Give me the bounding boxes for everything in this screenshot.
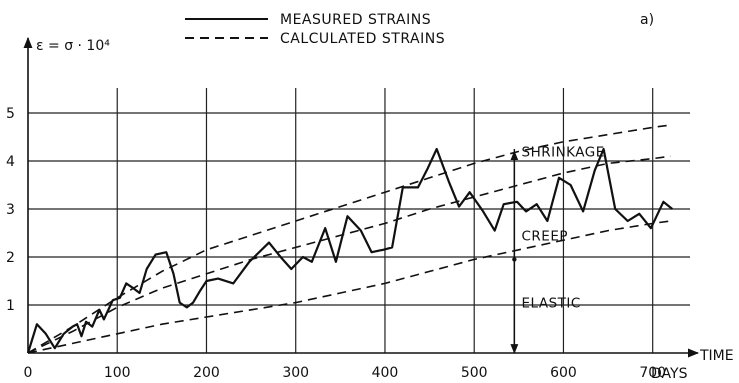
annotation-shrinkage: SHRINKAGE — [522, 144, 605, 160]
series-line-0 — [26, 147, 673, 354]
x-tick-label-500: 500 — [461, 365, 488, 381]
legend-entry-calculated: CALCULATED STRAINS — [280, 31, 445, 47]
y-axis-label: ε = σ · 10⁴ — [36, 38, 110, 54]
legend-entry-measured: MEASURED STRAINS — [280, 12, 431, 28]
x-tick-label-300: 300 — [282, 365, 309, 381]
chart-text: ε = σ · 10⁴ TIME DAYS a) MEASURED STRAIN… — [6, 12, 734, 382]
annotation-creep: CREEP — [522, 228, 569, 244]
x-tick-label-200: 200 — [193, 365, 220, 381]
y-tick-label-4: 4 — [6, 154, 15, 170]
x-axis-label: TIME — [699, 348, 734, 364]
y-tick-label-3: 3 — [6, 202, 15, 218]
y-tick-label-5: 5 — [6, 106, 15, 122]
x-tick-label-400: 400 — [372, 365, 399, 381]
x-tick-label-0: 0 — [24, 365, 33, 381]
grid — [28, 88, 690, 353]
panel-label: a) — [640, 12, 654, 28]
x-tick-label-100: 100 — [104, 365, 131, 381]
series-line-3 — [27, 220, 671, 354]
y-tick-label-1: 1 — [6, 298, 15, 314]
marker-dot — [512, 257, 517, 262]
series-line-2 — [27, 155, 671, 354]
y-tick-label-2: 2 — [6, 250, 15, 266]
x-tick-label-700: 700 — [639, 365, 666, 381]
series-layer — [26, 124, 673, 354]
series-line-1 — [27, 124, 671, 354]
x-axis-unit: DAYS — [651, 366, 688, 382]
axes — [23, 36, 700, 358]
annotation-elastic: ELASTIC — [522, 296, 581, 312]
x-tick-label-600: 600 — [550, 365, 577, 381]
annotations — [510, 149, 519, 354]
